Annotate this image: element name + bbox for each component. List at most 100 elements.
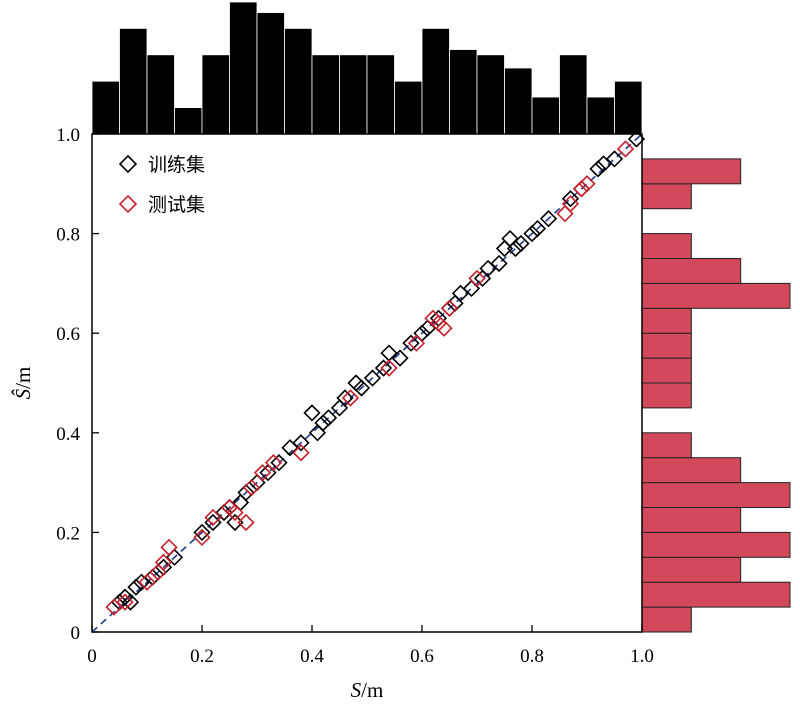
right-hist-bar [641,606,692,633]
test-point [253,464,272,482]
train-point [292,434,310,452]
x-tick-label: 0.8 [520,646,544,667]
legend-marker-train [118,154,138,174]
test-point [264,454,283,472]
test-point [204,508,222,527]
top-hist-bar [366,54,395,135]
test-point [226,503,244,522]
train-point [402,334,420,352]
x-tick-label: 0 [87,646,97,667]
train-point [303,404,321,422]
test-point [154,553,173,571]
right-hist-bar [641,432,692,459]
right-hist-bar [641,158,742,185]
train-point [391,349,409,367]
right-hist-bar [641,531,791,558]
top-hist-bar [559,54,588,135]
train-point [627,130,646,148]
y-tick-label: 1.0 [56,125,80,146]
y-tick-label: 0.8 [56,225,80,246]
top-hist-bar [394,80,423,135]
x-axis-label-var: S [351,678,362,702]
right-hist-bar [641,282,791,309]
test-point [380,359,398,377]
legend-marker-test [118,194,138,214]
top-hist-bar [311,54,340,135]
test-point [435,319,453,337]
train-point [512,234,530,253]
right-hist-bar [641,307,692,334]
test-point [561,195,580,213]
top-hist-bar [586,96,615,135]
test-point [116,593,134,611]
top-hist-bar [449,49,478,135]
test-point [341,389,360,407]
train-point [336,389,354,407]
reference-line [91,133,643,633]
test-point [160,538,178,556]
top-hist-bar [146,54,175,135]
top-hist-bar [421,27,450,135]
right-hist-bar [641,357,692,384]
test-point [237,513,255,532]
train-point [314,414,332,432]
train-point [589,160,607,178]
test-point [440,299,459,317]
right-hist-bar [641,233,692,260]
y-axis-label-var: Ŝ [11,388,35,399]
train-point [193,523,211,542]
x-axis-label: S/m [351,678,384,702]
train-point [506,239,525,258]
right-hist-bar [641,507,742,533]
train-point [352,379,371,397]
test-point [193,528,211,547]
x-axis-label-unit: /m [361,678,383,702]
top-hist-bar [91,80,120,135]
test-point [572,180,591,198]
top-hist-bar [476,54,505,135]
right-hist-bar [641,332,692,359]
test-point [578,175,596,193]
top-hist-bar [614,80,643,135]
test-point [292,444,310,462]
y-axis-label-unit: /m [11,367,35,389]
top-hist-bar [256,12,285,135]
train-point [121,593,140,611]
right-hist-bar [641,482,791,509]
y-axis-label: Ŝ/m [11,367,35,400]
right-hist-bar [641,457,742,484]
top-hist-bar [339,54,368,135]
train-point [319,409,338,427]
top-hist-bar [504,67,533,135]
right-hist-bar [641,382,692,409]
x-axis: 0 0.2 0.4 0.6 0.8 1.0 [87,625,654,667]
y-tick-label: 0.2 [56,523,80,544]
series-test [105,140,635,616]
legend: 训练集 测试集 [118,154,205,216]
x-tick-label: 0.4 [300,646,324,667]
top-hist-bar [119,27,148,135]
test-point [616,140,635,158]
top-hist-bar [531,96,560,135]
x-tick-label: 0.6 [410,646,434,667]
train-point [237,483,255,502]
train-point [374,359,393,377]
y-tick-label: 0.4 [56,424,80,445]
top-histogram [91,1,643,135]
test-point [242,478,261,497]
top-hist-bar [284,27,313,135]
x-tick-label: 1.0 [630,646,654,667]
top-hist-bar [201,54,230,135]
train-point [539,210,558,228]
train-point [605,150,624,168]
plot-area [91,130,646,633]
y-tick-label: 0 [71,623,81,644]
legend-label-test: 测试集 [148,194,205,216]
train-point [270,454,288,472]
top-hist-bar [174,107,203,135]
y-axis: 0 0.2 0.4 0.6 0.8 1.0 [56,125,99,644]
train-point [363,369,382,387]
train-point [490,254,508,273]
right-hist-bar [641,581,791,608]
